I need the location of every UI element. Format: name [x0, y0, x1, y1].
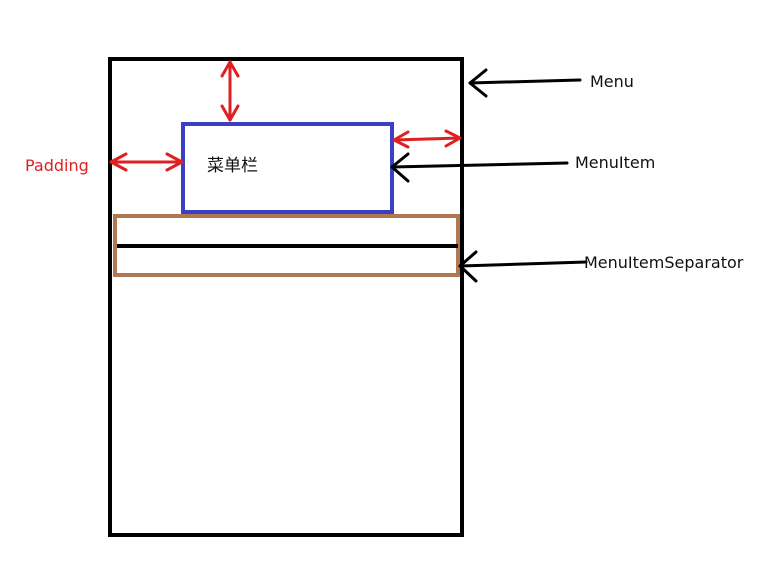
- pointer-arrow-separator: [458, 250, 588, 283]
- padding-arrow-left: [109, 152, 184, 172]
- pointer-arrow-menu: [468, 68, 582, 98]
- menu-item-text: 菜单栏: [207, 156, 258, 176]
- padding-arrow-right: [392, 129, 462, 149]
- menu-item-separator-label: MenuItemSeparator: [584, 253, 744, 272]
- menu-item-label: MenuItem: [575, 153, 656, 172]
- padding-label: Padding: [25, 156, 89, 175]
- pointer-arrow-menu-item: [390, 152, 569, 183]
- menu-box: [108, 57, 464, 537]
- padding-arrow-top: [220, 60, 240, 122]
- menu-label: Menu: [590, 72, 634, 91]
